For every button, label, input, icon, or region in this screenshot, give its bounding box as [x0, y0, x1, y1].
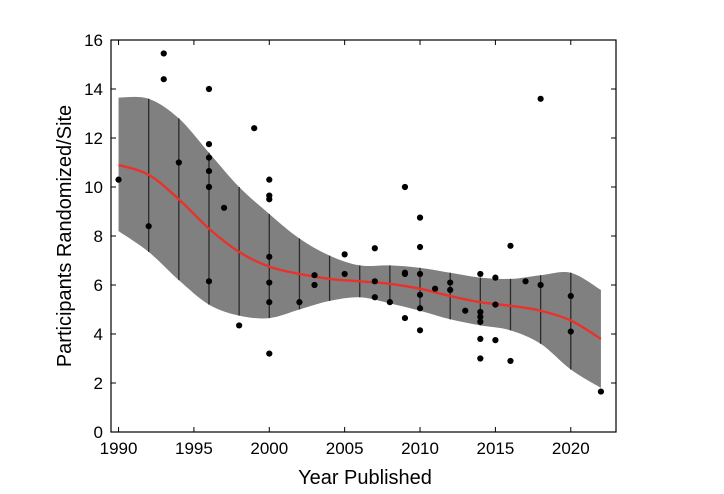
- data-point: [567, 328, 574, 335]
- data-point: [266, 253, 273, 260]
- data-points: [115, 50, 605, 395]
- data-point: [537, 281, 544, 289]
- y-tick-label: 14: [84, 80, 103, 99]
- axes: [110, 39, 617, 433]
- tick-labels: 1990 1995 2000 2005 2010 2015 2020 0 2 4 6 8 10 12 14 1…: [84, 31, 590, 458]
- data-point: [266, 279, 273, 286]
- data-point: [115, 176, 122, 183]
- data-point: [205, 278, 213, 285]
- data-point: [311, 281, 318, 289]
- x-axis-label: Year Published: [298, 467, 432, 489]
- data-point: [477, 335, 484, 342]
- data-point: [401, 314, 409, 322]
- y-tick-label: 2: [94, 374, 103, 393]
- data-point: [477, 318, 484, 325]
- data-point: [432, 285, 439, 292]
- data-point: [416, 214, 424, 221]
- data-point: [266, 350, 273, 357]
- y-tick-label: 10: [84, 178, 103, 197]
- data-point: [447, 286, 454, 293]
- y-tick-label: 4: [94, 325, 103, 344]
- y-tick-label: 16: [84, 31, 103, 50]
- data-point: [205, 167, 213, 175]
- data-point: [311, 272, 318, 279]
- y-tick-label: 6: [94, 276, 103, 295]
- data-point: [371, 278, 378, 285]
- data-point: [492, 337, 499, 344]
- data-point: [220, 204, 228, 211]
- confidence-band-area: [118, 96, 601, 388]
- data-point: [175, 159, 182, 166]
- data-point: [205, 154, 213, 161]
- x-tick-label: 2000: [250, 439, 288, 458]
- data-point: [477, 355, 484, 362]
- data-point: [416, 327, 424, 334]
- data-point: [416, 243, 424, 251]
- data-point: [205, 141, 213, 148]
- data-point: [492, 274, 499, 281]
- data-point: [416, 270, 424, 278]
- data-point: [597, 388, 605, 395]
- y-tick-label: 0: [94, 423, 103, 442]
- data-point: [236, 322, 243, 329]
- data-point: [416, 291, 424, 298]
- confidence-band: [118, 96, 601, 388]
- data-point: [492, 301, 499, 308]
- data-point: [341, 251, 348, 258]
- x-tick-label: 2015: [476, 439, 514, 458]
- data-point: [296, 299, 303, 306]
- data-point: [205, 183, 213, 191]
- data-point: [462, 307, 469, 314]
- data-point: [401, 183, 409, 191]
- data-point: [537, 95, 544, 102]
- data-point: [447, 279, 454, 286]
- data-point: [266, 196, 273, 203]
- x-tick-label: 1995: [175, 439, 213, 458]
- y-tick-label: 8: [94, 227, 103, 246]
- data-point: [401, 270, 409, 278]
- data-point: [522, 278, 529, 285]
- fit-line: [118, 163, 602, 340]
- fit-curve: [118, 163, 602, 340]
- x-tick-label: 1990: [100, 439, 138, 458]
- data-point: [386, 299, 393, 306]
- data-point: [371, 245, 378, 252]
- data-point: [371, 294, 378, 301]
- x-tick-label: 2020: [552, 439, 590, 458]
- data-point: [251, 125, 258, 132]
- x-tick-label: 2010: [401, 439, 439, 458]
- data-point: [477, 308, 484, 316]
- data-point: [477, 313, 484, 320]
- data-point: [477, 270, 484, 278]
- data-point: [416, 305, 424, 312]
- data-point: [205, 85, 213, 93]
- data-point: [507, 357, 514, 365]
- y-tick-label: 12: [84, 129, 103, 148]
- x-tick-label: 2005: [326, 439, 364, 458]
- data-point: [266, 299, 273, 306]
- data-point: [507, 242, 514, 249]
- data-point: [160, 76, 167, 83]
- data-point: [145, 223, 152, 230]
- data-point: [266, 176, 273, 183]
- data-point: [160, 50, 167, 57]
- data-point: [341, 270, 348, 278]
- y-axis-label: Participants Randomized/Site: [54, 105, 76, 367]
- data-point: [567, 292, 574, 300]
